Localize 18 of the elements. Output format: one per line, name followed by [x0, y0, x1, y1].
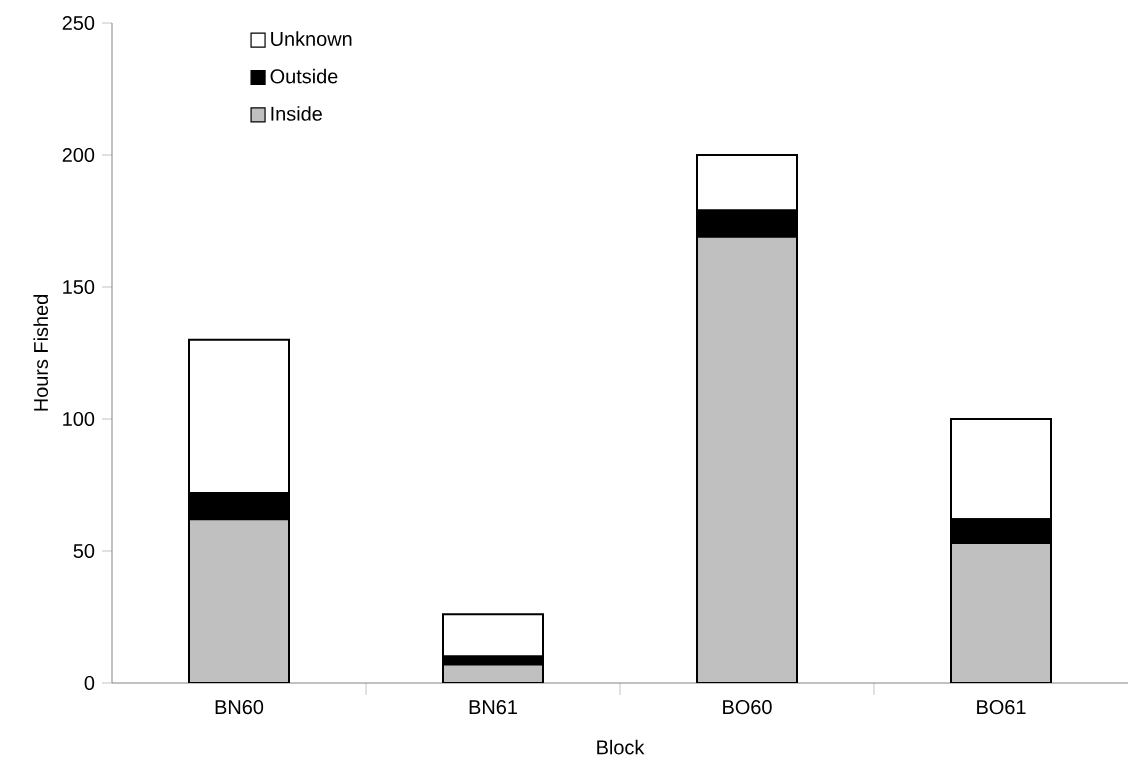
bar	[188, 518, 290, 683]
x-tick-label: BO61	[977, 700, 1026, 715]
x-tick-label: BN61	[469, 700, 517, 715]
bar	[696, 235, 798, 683]
y-tick-label: 0	[84, 675, 95, 691]
x-tick-label: BN60	[215, 700, 264, 715]
legend-label: Unknown	[271, 31, 352, 46]
y-tick-label: 150	[63, 279, 95, 295]
bar	[950, 542, 1052, 683]
y-tick-label: 50	[73, 543, 95, 559]
y-tick-label: 250	[62, 15, 95, 31]
legend-label: Outside	[270, 68, 338, 84]
x-tick-label: BO60	[723, 700, 772, 715]
y-tick-label: 200	[62, 147, 95, 163]
y-axis-title: Hours Fished	[33, 295, 49, 411]
y-tick-label: 100	[63, 411, 95, 427]
legend-label: Inside	[271, 106, 322, 121]
x-axis-title: Block	[597, 739, 645, 755]
